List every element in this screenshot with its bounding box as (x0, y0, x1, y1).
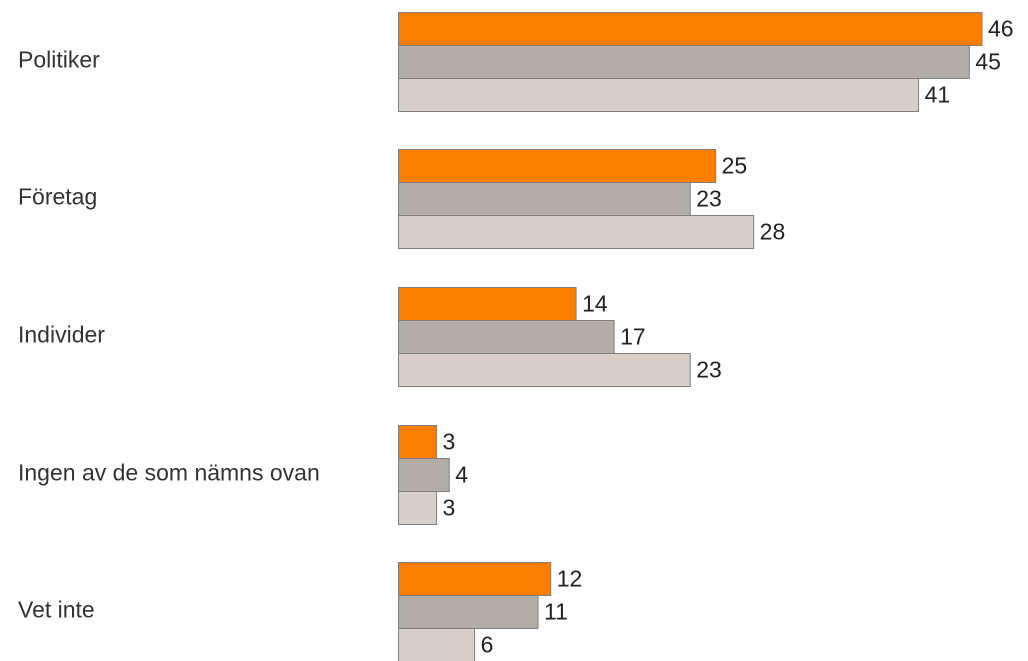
bar-politiker-series-2 (398, 45, 970, 79)
value-label-politiker-series-2: 45 (975, 49, 1001, 75)
bar-individer-series-1 (398, 287, 577, 321)
category-label-vet-inte: Vet inte (18, 597, 95, 623)
category-label-ingen-av-de-som-namns-ovan: Ingen av de som nämns ovan (18, 460, 320, 486)
value-label-vet-inte-series-3: 6 (481, 632, 494, 658)
bar-ingen-av-de-som-namns-ovan-series-1 (398, 425, 438, 459)
value-label-foretag-series-1: 25 (722, 153, 748, 179)
bar-vet-inte-series-1 (398, 562, 552, 596)
bar-foretag-series-2 (398, 182, 691, 216)
category-labels: Politiker Företag Individer Ingen av de som… (18, 47, 320, 623)
category-label-individer: Individer (18, 322, 105, 348)
bar-individer-series-2 (398, 320, 615, 354)
category-label-politiker: Politiker (18, 47, 100, 73)
value-label-ingen-av-de-som-namns-ovan-series-1: 3 (443, 429, 456, 455)
value-label-vet-inte-series-2: 11 (544, 599, 568, 625)
bar-vet-inte-series-2 (398, 595, 539, 629)
bars (398, 12, 983, 661)
bar-foretag-series-3 (398, 215, 755, 249)
bar-ingen-av-de-som-namns-ovan-series-2 (398, 458, 450, 492)
value-label-vet-inte-series-1: 12 (557, 566, 583, 592)
value-label-individer-series-2: 17 (620, 324, 646, 350)
bar-politiker-series-3 (398, 78, 920, 112)
value-label-foretag-series-2: 23 (696, 186, 722, 212)
value-label-individer-series-1: 14 (582, 291, 608, 317)
category-label-foretag: Företag (18, 184, 97, 210)
value-label-foretag-series-3: 28 (760, 219, 786, 245)
value-label-politiker-series-3: 41 (925, 82, 951, 108)
bar-foretag-series-1 (398, 149, 717, 183)
bar-vet-inte-series-3 (398, 628, 476, 661)
bar-politiker-series-1 (398, 12, 983, 46)
bar-individer-series-3 (398, 353, 691, 387)
value-label-politiker-series-1: 46 (988, 16, 1014, 42)
value-label-individer-series-3: 23 (696, 357, 722, 383)
value-label-ingen-av-de-som-namns-ovan-series-2: 4 (455, 462, 468, 488)
bar-ingen-av-de-som-namns-ovan-series-3 (398, 491, 438, 525)
value-label-ingen-av-de-som-namns-ovan-series-3: 3 (443, 495, 456, 521)
